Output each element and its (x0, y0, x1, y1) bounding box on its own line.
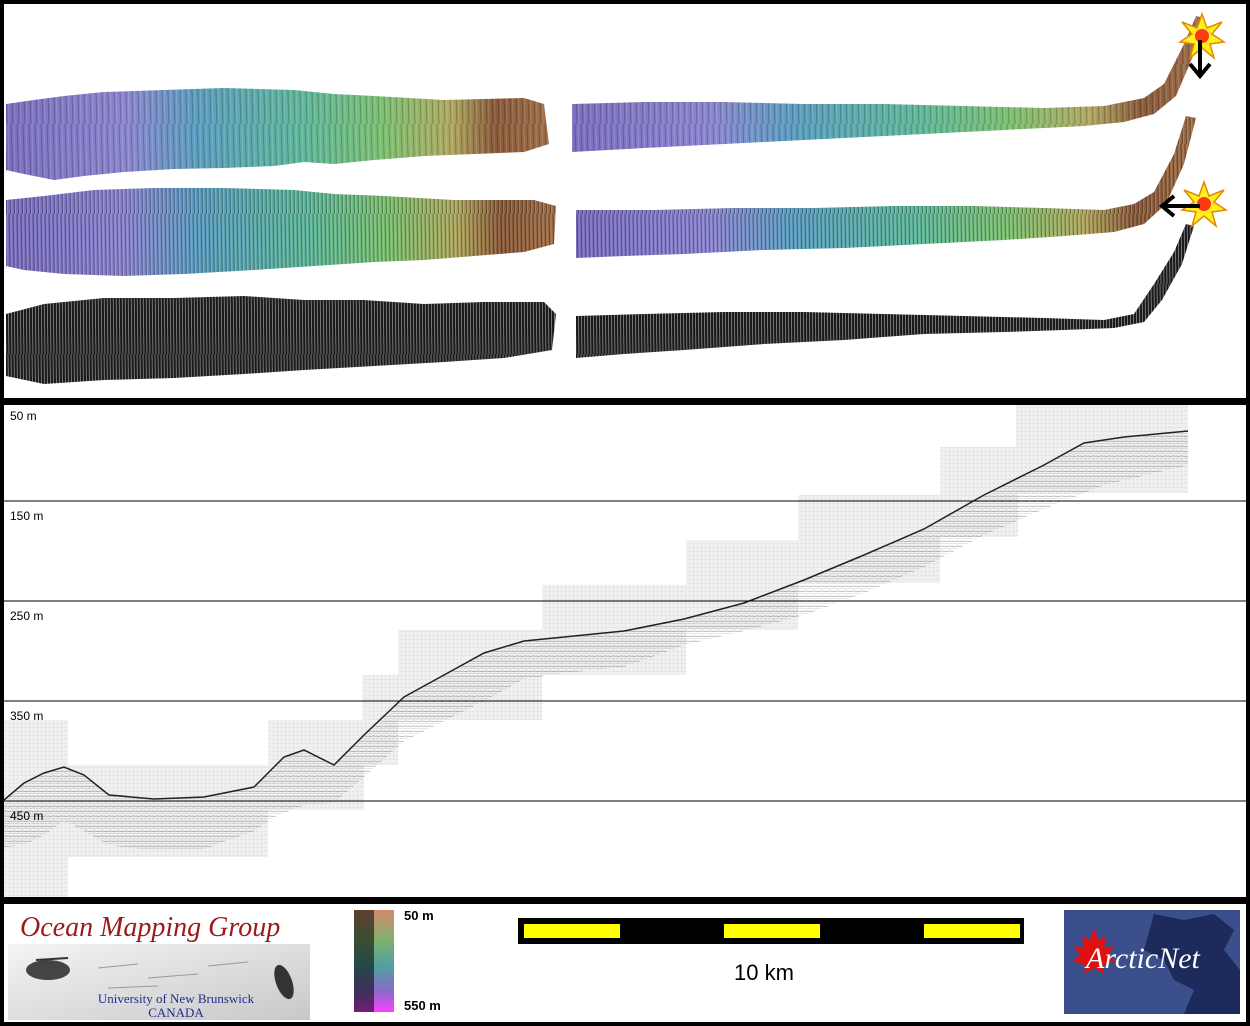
legend-top-label: 50 m (404, 908, 434, 923)
depth-label-150: 150 m (10, 509, 44, 523)
strip-bathymetry-shaded (6, 16, 1204, 180)
footer-panel: Ocean Mapping Group University of New Br… (4, 904, 1246, 1022)
seafloor-reflector (4, 430, 1189, 801)
strip-backscatter (6, 224, 1194, 384)
swath-map-panel (4, 4, 1246, 398)
seafloor-layers (4, 431, 1188, 851)
arcticnet-logo: ArcticNet (1064, 910, 1240, 1014)
depth-label-250: 250 m (10, 609, 44, 623)
seafloor-image-icon (8, 944, 310, 1020)
depth-label-450: 450 m (10, 809, 44, 823)
depth-gridlines (4, 500, 1246, 802)
maple-leaf-icon (1064, 910, 1240, 1014)
scale-bar-label: 10 km (734, 960, 794, 985)
depth-label-50: 50 m (10, 409, 37, 423)
scale-bar-graphic (518, 918, 1024, 944)
legend-bottom-label: 550 m (404, 998, 441, 1013)
sun-burst-icon (1179, 179, 1229, 229)
omg-title: Ocean Mapping Group (20, 912, 281, 943)
omg-subtitle: University of New Brunswick CANADA (76, 992, 276, 1020)
subbottom-profile-panel: 50 m 150 m 250 m 350 m 450 m (4, 405, 1246, 897)
omg-country: CANADA (148, 1005, 204, 1020)
arcticnet-wordmark: ArcticNet (1086, 942, 1200, 975)
arrow-down-icon (1188, 40, 1212, 80)
arrow-left-icon (1158, 194, 1200, 218)
depth-label-350: 350 m (10, 709, 44, 723)
omg-logo: Ocean Mapping Group University of New Br… (8, 908, 310, 1020)
color-ramp (354, 910, 394, 1012)
omg-university: University of New Brunswick (97, 991, 255, 1006)
strip-bathymetry-textured (6, 116, 1196, 276)
